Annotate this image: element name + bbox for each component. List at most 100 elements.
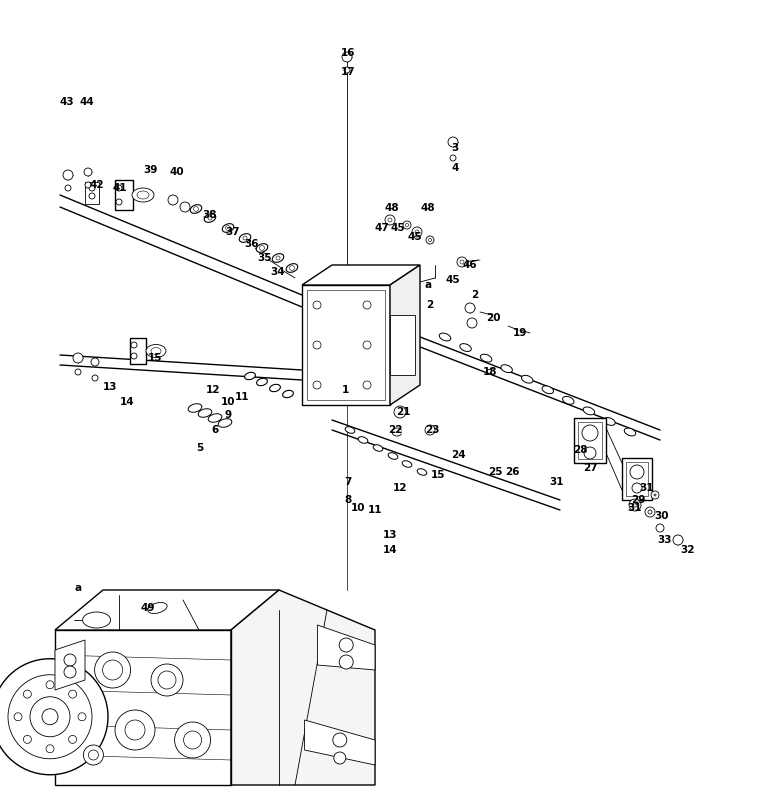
Polygon shape [55,590,279,630]
Circle shape [385,215,395,225]
Circle shape [313,381,321,389]
Circle shape [426,236,434,244]
Bar [626,462,648,496]
Circle shape [30,697,70,737]
Circle shape [412,227,422,237]
Text: 45: 45 [391,223,405,233]
Circle shape [333,733,347,747]
Circle shape [23,690,32,698]
Text: 16: 16 [340,48,355,58]
Text: 10: 10 [350,503,365,513]
Circle shape [467,318,477,328]
Circle shape [42,709,58,725]
Text: 15: 15 [147,353,162,363]
Text: 35: 35 [258,253,273,263]
Text: 26: 26 [505,467,520,477]
Circle shape [448,137,458,147]
Circle shape [276,256,280,260]
Circle shape [0,658,108,774]
Circle shape [180,202,190,212]
Text: 45: 45 [445,275,460,285]
Text: 41: 41 [113,183,127,193]
Ellipse shape [256,378,267,386]
Circle shape [584,447,596,459]
Circle shape [425,425,435,435]
Text: 1: 1 [341,385,349,395]
Ellipse shape [208,414,222,422]
Text: 45: 45 [408,232,422,242]
Text: 31: 31 [640,483,654,493]
Circle shape [457,257,467,267]
Text: 43: 43 [59,97,74,107]
Circle shape [78,713,86,721]
Circle shape [342,52,352,62]
Bar [622,458,652,500]
Circle shape [116,199,122,205]
Text: 36: 36 [245,239,259,249]
Circle shape [632,483,642,493]
Text: 33: 33 [658,535,672,545]
Ellipse shape [583,407,594,415]
Ellipse shape [269,384,280,392]
Circle shape [131,342,137,348]
Ellipse shape [625,428,635,436]
Circle shape [630,465,644,479]
Ellipse shape [358,437,367,443]
Circle shape [73,353,83,363]
Ellipse shape [542,386,554,394]
Circle shape [654,494,656,496]
Ellipse shape [205,214,215,222]
Ellipse shape [373,445,383,451]
Ellipse shape [222,224,234,232]
Circle shape [46,745,54,753]
Text: 12: 12 [393,483,408,493]
Circle shape [405,223,408,226]
Circle shape [450,155,456,161]
Circle shape [69,690,76,698]
Ellipse shape [256,244,268,252]
Circle shape [673,535,683,545]
Bar [302,285,390,405]
Ellipse shape [345,426,355,434]
Text: 7: 7 [344,477,352,487]
Polygon shape [317,625,375,670]
Circle shape [651,491,659,499]
Circle shape [194,206,198,211]
Text: 49: 49 [141,603,155,613]
Text: 19: 19 [513,328,527,338]
Text: 15: 15 [431,470,445,480]
Ellipse shape [151,347,161,354]
Ellipse shape [480,354,492,362]
Text: 12: 12 [206,385,220,395]
Text: 25: 25 [488,467,503,477]
Circle shape [629,499,641,511]
Polygon shape [55,640,85,690]
Text: 24: 24 [451,450,466,460]
Bar [307,290,385,400]
Bar [574,418,606,463]
Circle shape [656,524,664,532]
Text: a: a [425,280,432,290]
Circle shape [89,185,95,191]
Text: 27: 27 [583,463,598,473]
Circle shape [131,353,137,359]
Ellipse shape [417,469,427,475]
Text: 48: 48 [421,203,435,213]
Circle shape [8,674,92,758]
Text: 2: 2 [426,300,434,310]
Circle shape [363,301,371,309]
Text: 38: 38 [203,210,217,220]
Circle shape [394,406,406,418]
Text: 28: 28 [573,445,587,455]
Ellipse shape [218,418,232,427]
Circle shape [344,67,350,73]
Ellipse shape [283,390,293,398]
Circle shape [645,507,655,517]
Text: 11: 11 [235,392,249,402]
Text: 6: 6 [212,425,218,435]
Circle shape [115,710,155,750]
Circle shape [648,510,652,514]
Text: 37: 37 [225,227,240,237]
Ellipse shape [402,461,411,467]
Circle shape [428,238,432,242]
